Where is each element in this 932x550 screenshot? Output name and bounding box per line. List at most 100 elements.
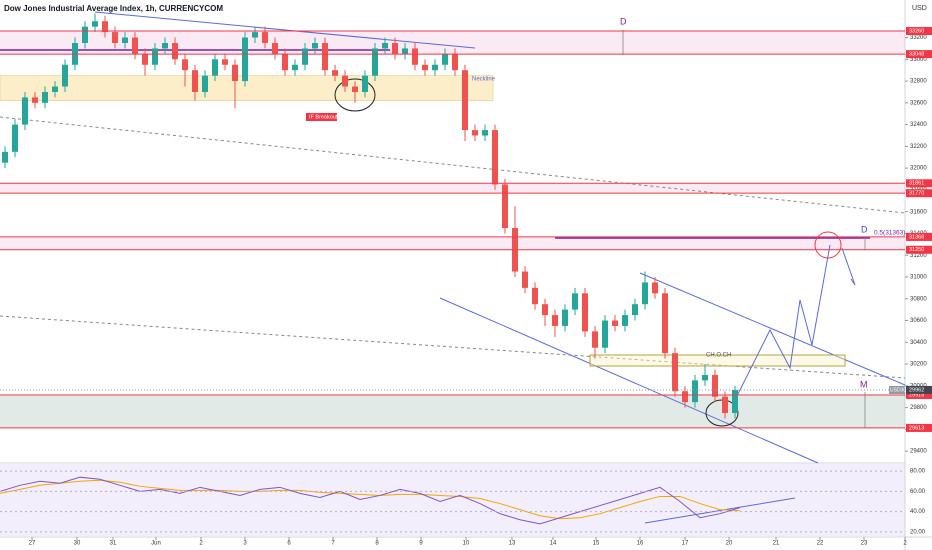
x-tick-label: 27 — [29, 541, 36, 547]
candle-body — [422, 64, 428, 71]
y-tick-label: 31000 — [910, 275, 927, 281]
candle-body — [352, 86, 358, 92]
candle-body — [682, 391, 688, 403]
channel-lower — [439, 297, 819, 464]
candle-body — [12, 124, 18, 152]
y-tick-label: 29400 — [910, 449, 927, 455]
candle-body — [382, 42, 388, 49]
candle-body — [32, 97, 38, 103]
x-tick-label: 15 — [593, 541, 600, 547]
x-tick-label: 10 — [463, 541, 470, 547]
candle-body — [52, 86, 58, 92]
neckline-label: Neckline — [472, 77, 496, 83]
candle-body — [542, 304, 548, 316]
candle-body — [442, 53, 448, 65]
candle-body — [112, 32, 118, 43]
projection — [734, 244, 831, 401]
y-tick-label: 30600 — [910, 318, 927, 324]
candle-body — [612, 320, 618, 326]
y-tick-label: 30400 — [910, 340, 927, 346]
rsi-trendline — [644, 497, 796, 524]
candle-body — [42, 91, 48, 103]
candle-body — [622, 315, 628, 326]
candle-body — [462, 70, 468, 131]
candle-body — [322, 42, 328, 71]
candle-body — [82, 26, 88, 43]
candle-body — [722, 396, 728, 414]
candle-body — [202, 75, 208, 92]
candle-body — [232, 64, 238, 82]
level-label: 29916 — [909, 392, 924, 398]
candle-body — [472, 130, 478, 136]
candle-body — [732, 389, 738, 414]
candle-body — [142, 53, 148, 65]
rsi-tick-label: 20.00 — [910, 530, 926, 536]
candle-body — [412, 48, 418, 65]
level-tag — [906, 179, 932, 188]
y-tick-label: 33200 — [910, 35, 927, 41]
dashed-line — [0, 116, 906, 214]
x-tick-label: 3 — [243, 541, 247, 547]
symbol-tag — [889, 385, 905, 394]
level-tag — [906, 232, 932, 241]
candle-body — [522, 271, 528, 288]
candle-body — [662, 293, 668, 354]
y-tick-label: 32200 — [910, 144, 927, 150]
candle-body — [102, 21, 108, 33]
x-tick-label: 6 — [287, 541, 291, 547]
level-label: 31368 — [909, 234, 924, 240]
ellipse — [334, 78, 376, 112]
x-tick-label: 31 — [110, 541, 117, 547]
candle-body — [592, 331, 598, 348]
choch-box — [589, 354, 846, 367]
level-tag — [906, 27, 932, 36]
candle-body — [452, 53, 458, 71]
y-tick-label: 31200 — [910, 253, 927, 259]
candle-body — [332, 70, 338, 76]
level-label: 33260 — [909, 28, 924, 34]
rsi-ma-line — [0, 479, 741, 520]
level-tag — [906, 50, 932, 59]
candle-body — [402, 48, 408, 54]
candle-body — [2, 151, 8, 163]
candle-body — [152, 48, 158, 65]
x-tick-label: Jun — [151, 541, 161, 547]
candle-body — [362, 75, 368, 92]
candle-body — [222, 59, 228, 65]
channel-upper — [639, 272, 906, 386]
choch-label: CH.O.CH — [706, 353, 731, 359]
candle-body — [132, 37, 138, 54]
x-tick-label: 2 — [903, 541, 907, 547]
candle-body — [252, 32, 258, 38]
y-tick-label: 30800 — [910, 296, 927, 302]
rsi-pane — [0, 464, 905, 536]
candle-body — [312, 42, 318, 49]
candle-body — [672, 353, 678, 392]
level-label: 29613 — [909, 425, 924, 431]
level-tag — [906, 245, 932, 254]
x-tick-label: 30 — [74, 541, 81, 547]
zone — [0, 183, 905, 194]
x-tick-label: 14 — [550, 541, 557, 547]
candle-body — [502, 184, 508, 229]
level-tag — [906, 390, 932, 399]
label-d: D — [620, 16, 627, 26]
x-tick-label: 7 — [331, 541, 335, 547]
price-label: 29962 — [909, 387, 924, 393]
level-label: 33048 — [909, 52, 924, 58]
candle-body — [632, 304, 638, 316]
x-tick-label: 17 — [682, 541, 689, 547]
candle-body — [482, 130, 488, 136]
y-tick-label: 29800 — [910, 405, 927, 411]
candle-body — [572, 293, 578, 310]
y-tick-label: 32600 — [910, 100, 927, 106]
candle-body — [162, 42, 168, 49]
breakout-tag — [306, 113, 337, 121]
candle-body — [92, 21, 98, 27]
candle-body — [562, 309, 568, 326]
candle-body — [182, 59, 188, 71]
candle-body — [62, 64, 68, 87]
symbol-label: USD30 — [890, 387, 906, 393]
y-tick-label: 30200 — [910, 362, 927, 368]
x-tick-label: 13 — [509, 541, 516, 547]
